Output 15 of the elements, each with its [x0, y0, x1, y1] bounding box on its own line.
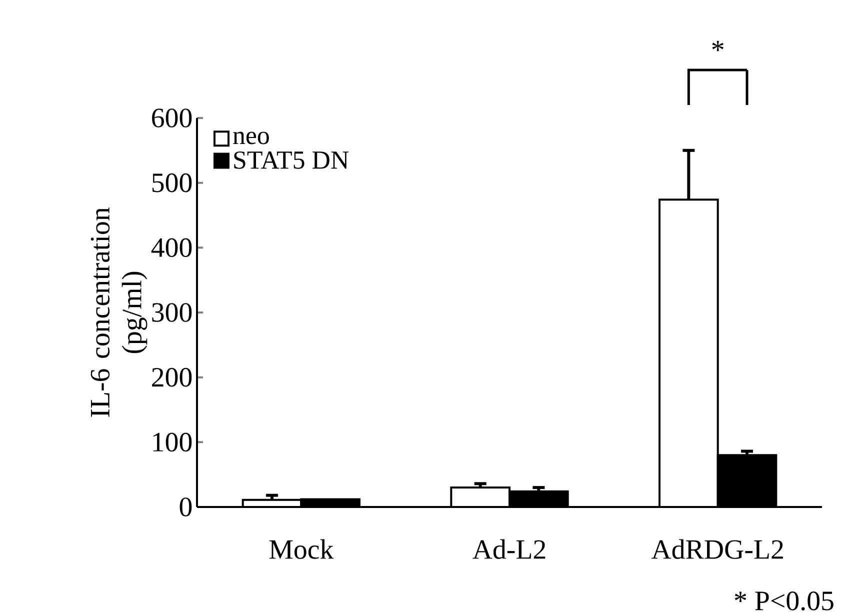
text: *: [712, 40, 724, 52]
y-tick-label: 0: [180, 498, 192, 516]
x-tick-label: Ad-L2: [472, 539, 546, 559]
legend-label: neo: [233, 132, 269, 144]
y-tick-label: 100: [153, 432, 192, 452]
y-tick-label: 300: [152, 303, 192, 322]
y-tick-label: 400: [151, 238, 192, 258]
y-tick-label: 600: [152, 108, 192, 128]
y-axis-title: IL-6 concentration (pg/ml): [90, 208, 148, 417]
x-tick-label: Mock: [269, 539, 334, 559]
text: * P<0.05: [734, 592, 834, 610]
y-tick-label: 200: [152, 368, 192, 387]
legend-label: STAT5 DN: [234, 151, 349, 169]
y-tick-label: 500: [152, 173, 192, 192]
x-tick-label: AdRDG-L2: [651, 539, 783, 559]
